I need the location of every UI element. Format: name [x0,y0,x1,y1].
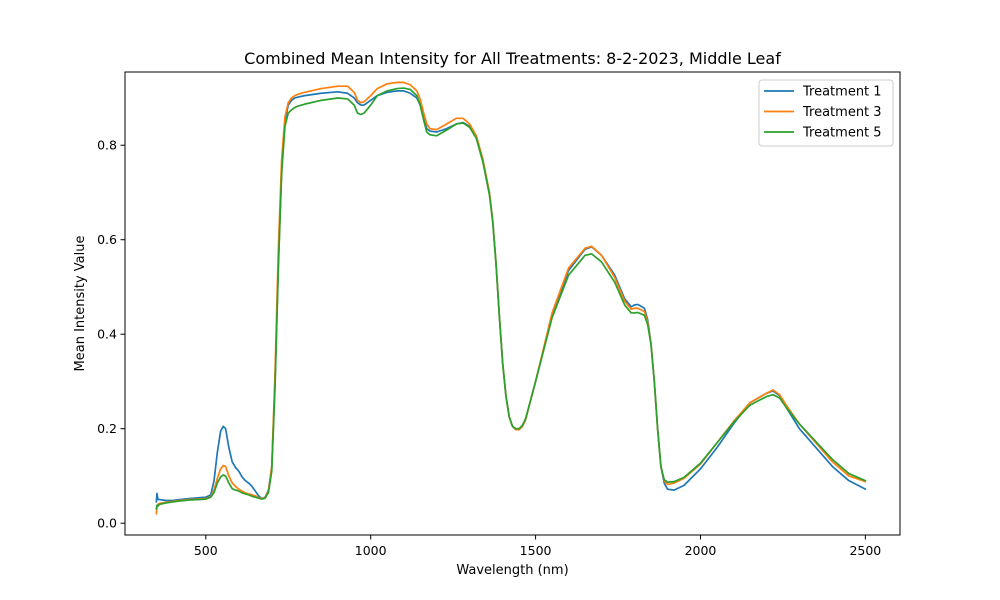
y-tick-label: 0.0 [97,516,117,531]
y-tick-label: 0.2 [97,421,117,436]
series-layer [155,81,867,515]
legend: Treatment 1 Treatment 3 Treatment 5 [758,79,894,147]
x-axis-ticks: 500 1000 1500 2000 2500 [194,535,881,558]
plot-area [155,81,867,515]
y-axis-ticks: 0.0 0.2 0.4 0.6 0.8 [97,138,125,531]
legend-label-1: Treatment 1 [802,85,882,100]
y-tick-label: 0.6 [97,232,117,247]
x-tick-label: 2000 [685,543,717,558]
x-axis-label: Wavelength (nm) [456,563,568,578]
y-axis-label: Mean Intensity Value [73,236,88,372]
x-tick-label: 2500 [849,543,881,558]
x-tick-label: 1500 [520,543,552,558]
axes-frame [124,71,901,536]
y-tick-label: 0.4 [97,327,117,342]
legend-label-2: Treatment 3 [802,105,882,120]
legend-label-3: Treatment 5 [802,126,882,141]
chart-title: Combined Mean Intensity for All Treatmen… [244,49,781,68]
y-tick-label: 0.8 [97,138,117,153]
x-tick-label: 500 [194,543,218,558]
series-line-3 [155,87,867,510]
x-tick-label: 1000 [355,543,387,558]
legend-box [758,79,894,147]
